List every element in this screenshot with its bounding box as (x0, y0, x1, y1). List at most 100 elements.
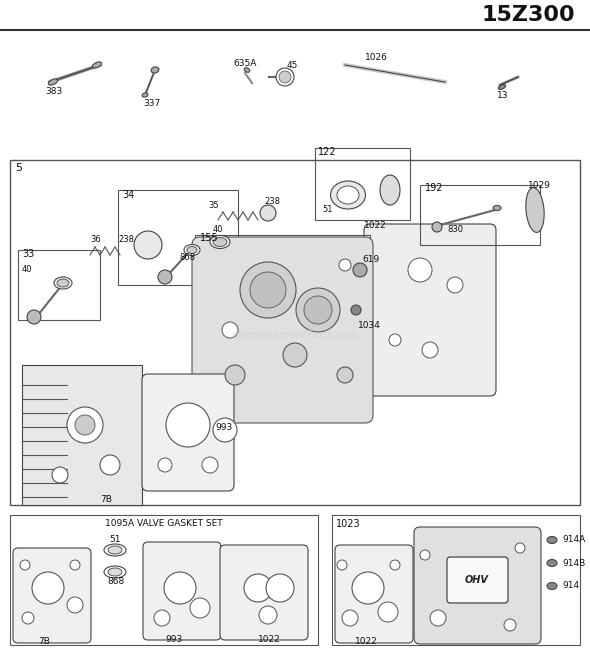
Text: 238: 238 (118, 236, 134, 244)
Text: 1029: 1029 (528, 180, 551, 189)
Text: 1095A VALVE GASKET SET: 1095A VALVE GASKET SET (105, 519, 223, 529)
FancyBboxPatch shape (335, 545, 413, 643)
Text: 40: 40 (22, 265, 32, 275)
Circle shape (240, 262, 296, 318)
FancyBboxPatch shape (143, 542, 221, 640)
Bar (22, 365, 142, 505)
Circle shape (100, 455, 120, 475)
FancyBboxPatch shape (447, 557, 508, 603)
Bar (420, 185, 540, 245)
Ellipse shape (547, 537, 557, 543)
Circle shape (276, 68, 294, 86)
Text: 7B: 7B (38, 638, 50, 647)
Circle shape (67, 407, 103, 443)
Text: 830: 830 (447, 226, 463, 234)
Ellipse shape (493, 205, 501, 211)
Text: 1022: 1022 (258, 636, 281, 645)
Text: 40: 40 (213, 226, 224, 234)
Bar (315, 148, 410, 220)
Circle shape (390, 560, 400, 570)
Circle shape (67, 597, 83, 613)
Ellipse shape (104, 544, 126, 556)
Text: 238: 238 (264, 197, 280, 207)
Bar (195, 235, 370, 420)
Circle shape (342, 610, 358, 626)
Text: 619: 619 (362, 255, 379, 265)
Ellipse shape (380, 175, 400, 205)
Circle shape (259, 606, 277, 624)
Circle shape (166, 403, 210, 447)
Text: 13: 13 (497, 90, 509, 100)
Text: 635A: 635A (233, 59, 257, 69)
Ellipse shape (187, 246, 197, 253)
Ellipse shape (526, 187, 544, 232)
Bar (10, 515, 318, 645)
Text: 34: 34 (122, 190, 135, 200)
Text: 155: 155 (200, 233, 219, 243)
Circle shape (339, 259, 351, 271)
Text: 51: 51 (109, 535, 120, 544)
Circle shape (222, 322, 238, 338)
Circle shape (422, 342, 438, 358)
Circle shape (244, 574, 272, 602)
Ellipse shape (57, 279, 69, 287)
Bar (10, 160, 580, 505)
Circle shape (20, 560, 30, 570)
Circle shape (70, 560, 80, 570)
Ellipse shape (244, 68, 250, 73)
FancyBboxPatch shape (414, 527, 541, 644)
Ellipse shape (142, 93, 148, 97)
Ellipse shape (48, 79, 58, 85)
Text: 914A: 914A (562, 535, 585, 544)
Ellipse shape (104, 566, 126, 578)
Text: 45: 45 (287, 61, 299, 69)
Circle shape (260, 205, 276, 221)
FancyBboxPatch shape (220, 545, 308, 640)
Circle shape (352, 572, 384, 604)
Ellipse shape (330, 181, 365, 209)
Text: 1026: 1026 (365, 53, 388, 63)
Text: 993: 993 (215, 424, 232, 432)
Circle shape (408, 258, 432, 282)
Circle shape (154, 610, 170, 626)
Circle shape (504, 619, 516, 631)
Ellipse shape (54, 277, 72, 289)
Circle shape (32, 572, 64, 604)
Text: 914: 914 (562, 581, 579, 591)
Circle shape (430, 610, 446, 626)
Circle shape (202, 457, 218, 473)
Circle shape (266, 574, 294, 602)
Circle shape (22, 612, 34, 624)
Ellipse shape (108, 568, 122, 576)
FancyBboxPatch shape (142, 374, 234, 491)
Circle shape (432, 222, 442, 232)
Circle shape (389, 334, 401, 346)
Text: 1022: 1022 (355, 638, 378, 647)
Ellipse shape (210, 236, 230, 249)
Bar (332, 515, 580, 645)
Circle shape (337, 560, 347, 570)
Bar (118, 190, 238, 285)
Circle shape (304, 296, 332, 324)
Text: 33: 33 (22, 249, 34, 259)
Circle shape (134, 231, 162, 259)
Circle shape (420, 550, 430, 560)
Ellipse shape (337, 186, 359, 204)
Text: 868: 868 (179, 253, 195, 261)
FancyBboxPatch shape (192, 237, 373, 423)
Text: 993: 993 (165, 636, 182, 645)
Circle shape (515, 543, 525, 553)
Ellipse shape (184, 244, 200, 255)
Circle shape (337, 367, 353, 383)
Ellipse shape (499, 84, 506, 90)
Circle shape (447, 277, 463, 293)
Text: 1023: 1023 (336, 519, 360, 529)
Circle shape (213, 418, 237, 442)
Circle shape (158, 458, 172, 472)
Circle shape (190, 598, 210, 618)
Circle shape (250, 272, 286, 308)
Circle shape (296, 288, 340, 332)
Circle shape (279, 71, 291, 83)
Text: OHV: OHV (465, 575, 489, 585)
Circle shape (353, 263, 367, 277)
